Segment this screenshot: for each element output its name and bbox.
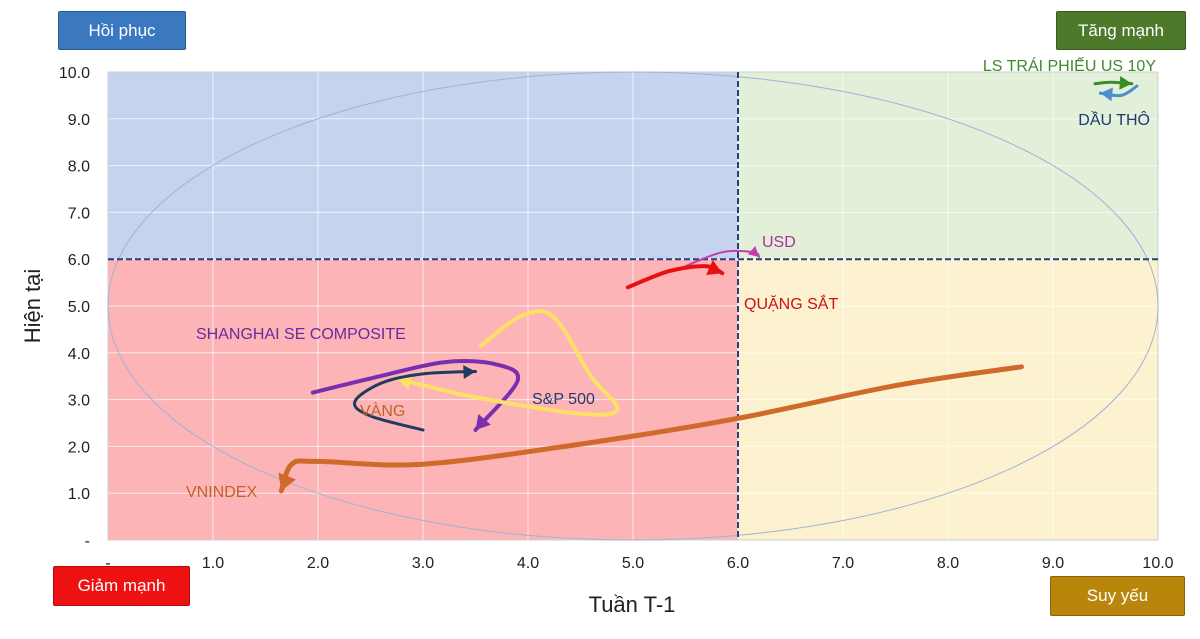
series-line-s-p-500 xyxy=(394,309,620,417)
series-arrowhead-v-ng xyxy=(463,365,476,379)
series-line-shanghai-se-composite xyxy=(310,359,521,432)
quadrant-badge-suy-yeu: Suy yếu xyxy=(1050,576,1185,616)
series-label-vnindex: VNINDEX xyxy=(186,484,257,501)
x-tick-label: 2.0 xyxy=(307,555,329,572)
quadrant-badge-tang-manh: Tăng mạnh xyxy=(1056,11,1186,50)
series-label-usd: USD xyxy=(762,234,796,251)
y-tick-label: 3.0 xyxy=(68,393,90,410)
series-label-shanghai-se-composite: SHANGHAI SE COMPOSITE xyxy=(196,326,406,343)
series-line-usd xyxy=(684,249,760,268)
series-label-v-ng: VÀNG xyxy=(360,401,405,420)
x-tick-label: 5.0 xyxy=(622,555,644,572)
x-tick-label: 6.0 xyxy=(727,555,749,572)
x-tick-label: 9.0 xyxy=(1042,555,1064,572)
y-tick-label: 9.0 xyxy=(68,112,90,129)
y-tick-label: 1.0 xyxy=(68,486,90,503)
series-label-ls-tr-i-phi-u-us-10y: LS TRÁI PHIẾU US 10Y xyxy=(983,56,1156,75)
x-tick-label: 7.0 xyxy=(832,555,854,572)
series-line-vnindex xyxy=(278,364,1024,494)
series-label-d-u-th: DẦU THÔ xyxy=(1078,110,1150,129)
x-tick-label: 4.0 xyxy=(517,555,539,572)
y-tick-label: - xyxy=(85,533,90,550)
x-tick-label: 3.0 xyxy=(412,555,434,572)
series-label-s-p-500: S&P 500 xyxy=(532,391,595,408)
series-arrowhead-shanghai-se-composite xyxy=(475,414,491,431)
series-arrowhead-qu-ng-s-t xyxy=(706,260,723,276)
y-tick-label: 4.0 xyxy=(68,346,90,363)
quadrant-badge-label: Hồi phục xyxy=(88,20,156,40)
series-arrowhead-d-u-th xyxy=(1100,87,1113,102)
series-arrowhead-usd xyxy=(747,246,759,257)
x-tick-label: 8.0 xyxy=(937,555,959,572)
y-tick-label: 8.0 xyxy=(68,159,90,176)
series-label-qu-ng-s-t: QUẶNG SẮT xyxy=(744,294,838,313)
y-tick-label: 6.0 xyxy=(68,252,90,269)
x-tick-label: - xyxy=(105,555,110,572)
x-tick-label: 10.0 xyxy=(1142,555,1173,572)
series-line-v-ng xyxy=(353,370,477,432)
quadrant-badge-label: Suy yếu xyxy=(1086,586,1149,605)
y-tick-label: 2.0 xyxy=(68,439,90,456)
quadrant-badge-giam-manh: Giảm mạnh xyxy=(53,566,190,606)
series-arrowhead-vnindex xyxy=(278,472,296,491)
y-tick-label: 10.0 xyxy=(59,65,90,82)
x-axis-title: Tuần T-1 xyxy=(589,592,676,617)
quadrant-badge-label: Giảm mạnh xyxy=(77,576,166,595)
y-tick-label: 7.0 xyxy=(68,205,90,222)
quadrant-badge-label: Tăng mạnh xyxy=(1078,20,1164,40)
y-tick-label: 5.0 xyxy=(68,299,90,316)
y-axis-title: Hiện tại xyxy=(20,269,45,344)
series-arrowhead-ls-tr-i-phi-u-us-10y xyxy=(1119,76,1132,90)
quadrant-badge-hoi-phuc: Hồi phục xyxy=(58,11,186,50)
reference-ellipse xyxy=(107,71,1159,541)
x-tick-label: 1.0 xyxy=(202,555,224,572)
